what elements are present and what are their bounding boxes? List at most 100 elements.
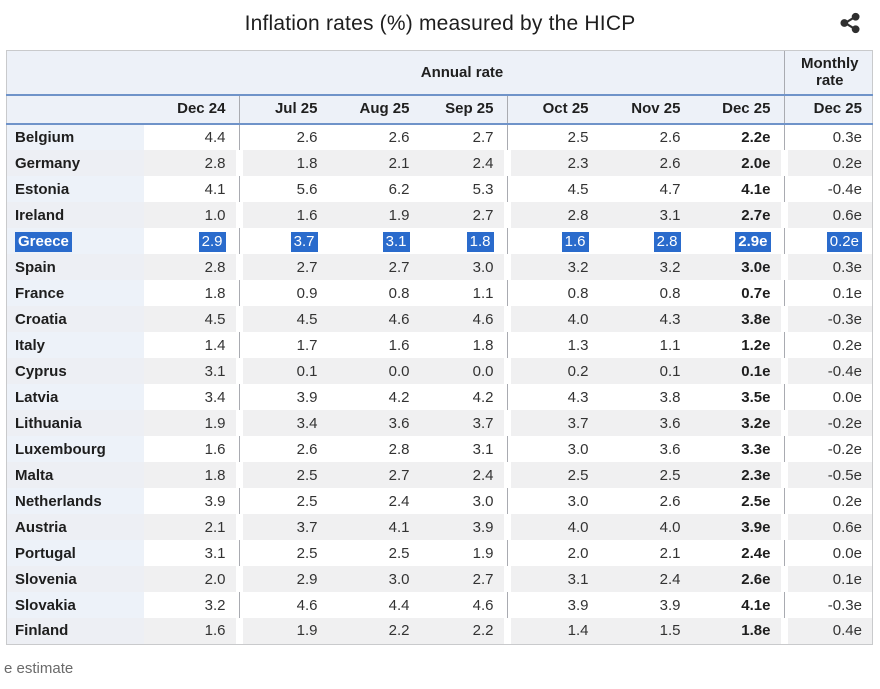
rate-cell: 4.6 <box>419 592 504 618</box>
month-header: Sep 25 <box>419 95 504 125</box>
rate-cell: 3.1 <box>143 358 236 384</box>
monthly-rate-cell: -0.2e <box>787 436 873 462</box>
rate-value: 6.2 <box>388 180 410 198</box>
rate-value: 4.3 <box>659 310 681 328</box>
rate-value: 2.4e <box>741 544 771 562</box>
share-button[interactable] <box>834 8 866 40</box>
country-label: Malta <box>15 466 54 484</box>
column-separator <box>235 124 243 150</box>
month-header: Jul 25 <box>242 95 328 125</box>
monthly-rate-cell: 0.2e <box>787 332 873 358</box>
column-separator <box>503 618 511 644</box>
rate-value: 4.2 <box>472 388 494 406</box>
rate-value: 3.5e <box>741 388 771 406</box>
rate-value: 3.0e <box>741 258 771 276</box>
rate-cell: 3.0 <box>510 488 599 514</box>
rate-cell: 2.9 <box>242 566 328 592</box>
rate-cell: 3.2e <box>690 410 781 436</box>
column-separator <box>503 592 511 618</box>
table-row: Latvia 3.4 3.9 4.2 4.2 4.3 3.8 3.5e 0.0e <box>6 384 873 410</box>
month-header: Oct 25 <box>510 95 599 125</box>
rate-value: 2.7e <box>741 206 771 224</box>
blank-cell <box>6 95 144 125</box>
rate-cell: 4.1e <box>690 176 781 202</box>
rate-cell: 2.3e <box>690 462 781 488</box>
column-separator <box>235 202 243 228</box>
column-separator <box>503 95 511 125</box>
monthly-rate-cell: 0.1e <box>787 566 873 592</box>
rate-cell: 4.5 <box>242 306 328 332</box>
column-separator <box>503 540 511 566</box>
monthly-rate-header: Monthly rate <box>787 50 873 96</box>
column-separator <box>235 280 243 306</box>
rate-cell: 3.8 <box>598 384 691 410</box>
rate-value: 4.2 <box>388 388 410 406</box>
rate-value: 0.2 <box>567 362 589 380</box>
column-separator <box>235 95 243 125</box>
monthly-rate-cell: -0.2e <box>787 410 873 436</box>
rate-cell: 3.0 <box>419 488 504 514</box>
table-row: Italy 1.4 1.7 1.6 1.8 1.3 1.1 1.2e 0.2e <box>6 332 873 358</box>
column-separator <box>503 306 511 332</box>
column-separator <box>503 566 511 592</box>
rate-value: 3.1 <box>204 362 226 380</box>
rate-value: 2.4 <box>659 570 681 588</box>
rate-value: 2.6e <box>741 570 771 588</box>
rate-value: 2.6 <box>659 154 681 172</box>
column-separator <box>235 462 243 488</box>
country-cell: Italy <box>6 332 144 358</box>
rate-value: 3.9 <box>659 596 681 614</box>
monthly-rate-value: -0.4e <box>827 180 862 198</box>
rate-cell: 1.9 <box>143 410 236 436</box>
rate-cell: 3.4 <box>242 410 328 436</box>
table-row: Slovakia 3.2 4.6 4.4 4.6 3.9 3.9 4.1e -0.3e <box>6 592 873 618</box>
column-separator <box>235 228 243 254</box>
rate-cell: 2.7 <box>242 254 328 280</box>
country-label: Germany <box>15 154 81 172</box>
rate-cell: 3.7 <box>242 228 328 254</box>
column-separator <box>780 436 788 462</box>
table-row: Austria 2.1 3.7 4.1 3.9 4.0 4.0 3.9e 0.6e <box>6 514 873 540</box>
rate-cell: 3.1 <box>419 436 504 462</box>
rate-value: 3.0 <box>388 570 410 588</box>
rate-value: 1.6 <box>296 206 318 224</box>
rate-cell: 3.0 <box>419 254 504 280</box>
rate-cell: 0.8 <box>510 280 599 306</box>
table-row: Ireland 1.0 1.6 1.9 2.7 2.8 3.1 2.7e 0.6e <box>6 202 873 228</box>
column-separator <box>780 50 788 96</box>
rate-cell: 3.1 <box>510 566 599 592</box>
rate-value: 4.7 <box>659 180 681 198</box>
rate-value: 1.8 <box>472 336 494 354</box>
country-cell: Ireland <box>6 202 144 228</box>
rate-value: 0.8 <box>567 284 589 302</box>
rate-cell: 0.0 <box>327 358 420 384</box>
page-title: Inflation rates (%) measured by the HICP <box>244 12 636 35</box>
rate-value: 3.0 <box>567 440 589 458</box>
rate-value: 2.5e <box>741 492 771 510</box>
rate-value: 2.4 <box>472 466 494 484</box>
monthly-rate-value: 0.2e <box>826 231 862 252</box>
rate-cell: 3.8e <box>690 306 781 332</box>
rate-value: 3.0 <box>472 492 494 510</box>
rate-value: 3.9 <box>472 518 494 536</box>
rate-value: 2.5 <box>296 466 318 484</box>
monthly-month-header: Dec 25 <box>787 95 873 125</box>
rate-cell: 3.9 <box>419 514 504 540</box>
rate-value: 2.8 <box>204 258 226 276</box>
rate-cell: 3.0e <box>690 254 781 280</box>
country-cell: Finland <box>6 618 144 644</box>
monthly-rate-cell: -0.3e <box>787 306 873 332</box>
rate-cell: 2.8 <box>143 254 236 280</box>
table-row: France 1.8 0.9 0.8 1.1 0.8 0.8 0.7e 0.1e <box>6 280 873 306</box>
rate-value: 5.6 <box>296 180 318 198</box>
rate-value: 3.9 <box>296 388 318 406</box>
column-separator <box>780 566 788 592</box>
column-separator <box>235 436 243 462</box>
rate-value: 1.9 <box>204 414 226 432</box>
table-row: Germany 2.8 1.8 2.1 2.4 2.3 2.6 2.0e 0.2e <box>6 150 873 176</box>
rate-cell: 2.4 <box>419 462 504 488</box>
rate-value: 3.2 <box>659 258 681 276</box>
rate-cell: 1.2e <box>690 332 781 358</box>
estimate-footnote: e estimate <box>4 660 74 677</box>
monthly-rate-cell: 0.1e <box>787 280 873 306</box>
